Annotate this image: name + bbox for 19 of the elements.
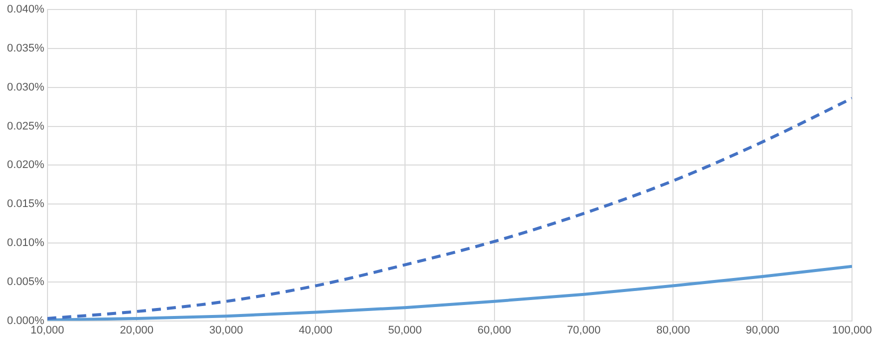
y-tick-label: 0.030% bbox=[6, 81, 45, 94]
y-tick-label: 0.040% bbox=[6, 4, 45, 16]
y-tick-label: 0.005% bbox=[6, 276, 45, 288]
x-tick-label: 40,000 bbox=[298, 324, 332, 336]
x-tick-label: 70,000 bbox=[566, 324, 601, 336]
y-tick-label: 0.035% bbox=[6, 42, 45, 55]
x-tick-label: 80,000 bbox=[656, 324, 690, 336]
x-tick-label: 30,000 bbox=[209, 324, 243, 336]
y-tick-label: 0.025% bbox=[6, 120, 45, 132]
x-tick-label: 100,000 bbox=[832, 324, 872, 336]
y-tick-label: 0.010% bbox=[6, 237, 45, 250]
y-tick-label: 0.020% bbox=[6, 159, 45, 172]
x-tick-label: 90,000 bbox=[746, 324, 780, 336]
x-tick-label: 20,000 bbox=[120, 324, 154, 336]
x-tick-label: 50,000 bbox=[388, 324, 422, 336]
y-tick-label: 0.015% bbox=[6, 198, 45, 210]
x-tick-label: 60,000 bbox=[478, 324, 512, 336]
y-tick-label: 0.000% bbox=[6, 314, 45, 327]
x-tick-label: 10,000 bbox=[30, 324, 64, 336]
